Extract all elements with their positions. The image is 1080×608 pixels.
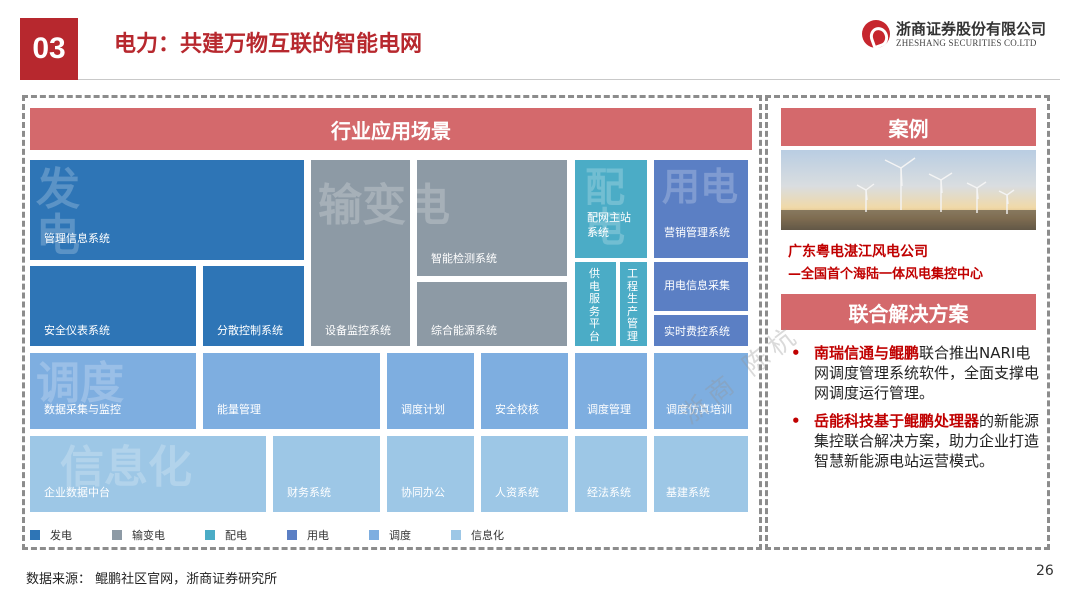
tile-energy-management: 能量管理	[203, 353, 380, 429]
tile-smart-detection-system: 智能检测系统	[417, 160, 567, 276]
legend-item: 配电	[205, 527, 247, 543]
bullet-text: 的新能源集控联合解决方案，助力企业打造智慧新能源电站运营模式。	[814, 412, 1040, 470]
tile-dispatch-plan: 调度计划	[387, 353, 474, 429]
tile-realtime-billing-control: 实时费控系统	[654, 315, 748, 346]
bullet-highlight: 岳能科技基于鲲鹏处理器	[814, 412, 980, 430]
tile-safety-instrument-system: 安全仪表系统	[30, 266, 196, 346]
tile-collaborative-office: 协同办公	[387, 436, 474, 512]
joint-solution-band-title: 联合解决方案	[781, 294, 1036, 330]
legend-swatch	[205, 530, 215, 540]
legend-swatch	[287, 530, 297, 540]
data-source-note: 数据来源： 鲲鹏社区官网，浙商证券研究所	[26, 572, 278, 587]
header-divider	[78, 79, 1060, 80]
legend-item: 输变电	[112, 527, 165, 543]
wind-turbines-illustration	[781, 157, 1036, 230]
list-item: • 岳能科技基于鲲鹏处理器的新能源集控联合解决方案，助力企业打造智慧新能源电站运…	[788, 411, 1040, 471]
bullet-dot-icon: •	[791, 344, 801, 362]
tile-distributed-control-system: 分散控制系统	[203, 266, 304, 346]
tile-engineering-production-management: 工程生产管理	[620, 262, 647, 346]
tile-marketing-management-system: 营销管理系统	[654, 160, 748, 258]
legend-item: 用电	[287, 527, 329, 543]
application-frame	[22, 95, 762, 550]
legend-swatch	[451, 530, 461, 540]
company-logo: 浙商证券股份有限公司 ZHESHANG SECURITIES CO.LTD	[862, 18, 1058, 52]
application-band-title: 行业应用场景	[30, 108, 752, 150]
bullet-dot-icon: •	[791, 412, 801, 430]
logo-chinese-name: 浙商证券股份有限公司	[896, 20, 1047, 38]
tile-power-info-collection: 用电信息采集	[654, 262, 748, 311]
tile-distribution-master-station: 配网主站 系统	[575, 160, 647, 258]
case-description: —全国首个海陆一体风电集控中心	[788, 267, 984, 282]
wind-farm-photo	[781, 150, 1036, 230]
legend-label: 输变电	[132, 529, 165, 542]
tile-finance-system: 财务系统	[273, 436, 380, 512]
color-legend: 发电 输变电 配电 用电 调度 信息化	[30, 528, 544, 542]
page-title: 电力：共建万物互联的智能电网	[114, 32, 423, 57]
section-number-badge: 03	[20, 18, 78, 80]
page-number: 26	[1036, 563, 1054, 579]
legend-swatch	[112, 530, 122, 540]
legend-item: 调度	[369, 527, 411, 543]
legend-label: 用电	[307, 529, 329, 542]
tile-integrated-energy-system: 综合能源系统	[417, 282, 567, 346]
tile-management-info-system: 管理信息系统	[30, 160, 304, 260]
tile-security-check: 安全校核	[481, 353, 568, 429]
list-item: • 南瑞信通与鲲鹏联合推出NARI电网调度管理系统软件，全面支撑电网调度运行管理…	[788, 343, 1040, 403]
bullet-text: 联合推出NARI电网调度管理系统软件，全面支撑电网调度运行管理。	[814, 344, 1040, 402]
tile-infrastructure-system: 基建系统	[654, 436, 748, 512]
joint-solution-list: • 南瑞信通与鲲鹏联合推出NARI电网调度管理系统软件，全面支撑电网调度运行管理…	[788, 343, 1040, 479]
legend-item: 发电	[30, 527, 72, 543]
logo-english-name: ZHESHANG SECURITIES CO.LTD	[896, 38, 1037, 48]
legend-swatch	[369, 530, 379, 540]
tile-dispatch-simulation-training: 调度仿真培训	[654, 353, 748, 429]
legend-item: 信息化	[451, 527, 504, 543]
tile-legal-system: 经法系统	[575, 436, 647, 512]
bullet-highlight: 南瑞信通与鲲鹏	[814, 344, 920, 362]
legend-label: 配电	[225, 529, 247, 542]
legend-label: 信息化	[471, 529, 504, 542]
legend-label: 发电	[50, 529, 72, 542]
tile-equipment-monitor-system: 设备监控系统	[311, 160, 410, 346]
tile-dispatch-management: 调度管理	[575, 353, 647, 429]
case-frame	[765, 95, 1050, 550]
tile-enterprise-data-platform: 企业数据中台	[30, 436, 266, 512]
tile-power-service-platform: 供电服务平台	[575, 262, 616, 346]
legend-label: 调度	[389, 529, 411, 542]
tile-hr-system: 人资系统	[481, 436, 568, 512]
tile-scada: 数据采集与监控	[30, 353, 196, 429]
case-band-title: 案例	[781, 108, 1036, 146]
legend-swatch	[30, 530, 40, 540]
case-company-name: 广东粤电湛江风电公司	[788, 244, 928, 260]
logo-mark-icon	[862, 20, 890, 48]
